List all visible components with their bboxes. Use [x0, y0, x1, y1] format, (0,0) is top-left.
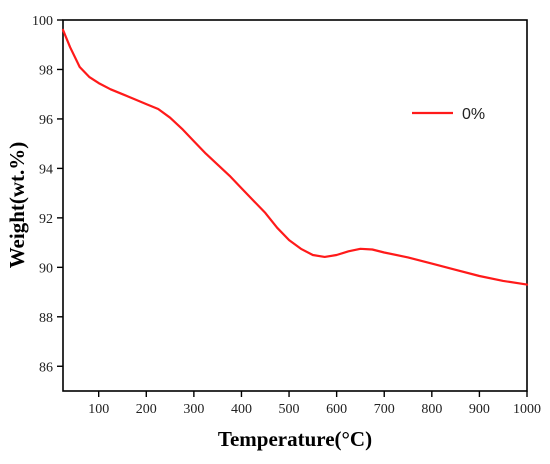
x-tick-label-600: 600 [326, 402, 347, 417]
y-tick-label-94: 94 [39, 162, 53, 177]
x-tick-label-500: 500 [279, 402, 300, 417]
series-layer [61, 28, 529, 286]
y-tick-label-90: 90 [39, 261, 53, 276]
x-tick-label-100: 100 [88, 402, 109, 417]
y-tick-label-86: 86 [39, 360, 53, 375]
x-tick-label-700: 700 [374, 402, 395, 417]
y-tick-label-100: 100 [32, 14, 53, 29]
y-tick-label-92: 92 [39, 212, 53, 227]
x-tick-label-300: 300 [183, 402, 204, 417]
x-tick-label-800: 800 [421, 402, 442, 417]
x-axis: 100 200 300 400 500 600 700 800 900 1000 [88, 391, 541, 417]
plot-frame [62, 19, 528, 392]
y-axis: 86 88 90 92 94 96 98 100 [32, 14, 63, 375]
x-tick-label-200: 200 [136, 402, 157, 417]
x-tick-label-1000: 1000 [513, 402, 541, 417]
x-tick-label-400: 400 [231, 402, 252, 417]
legend-label-0: 0% [462, 106, 485, 123]
legend: 0% [412, 106, 485, 123]
y-axis-title: Weight(wt.%) [5, 142, 29, 269]
y-tick-label-96: 96 [39, 113, 53, 128]
y-tick-label-98: 98 [39, 63, 53, 78]
x-axis-title: Temperature(°C) [218, 427, 372, 451]
plot-area [62, 19, 528, 392]
y-tick-label-88: 88 [39, 311, 53, 326]
series-line-0 [61, 28, 529, 286]
x-tick-label-900: 900 [469, 402, 490, 417]
